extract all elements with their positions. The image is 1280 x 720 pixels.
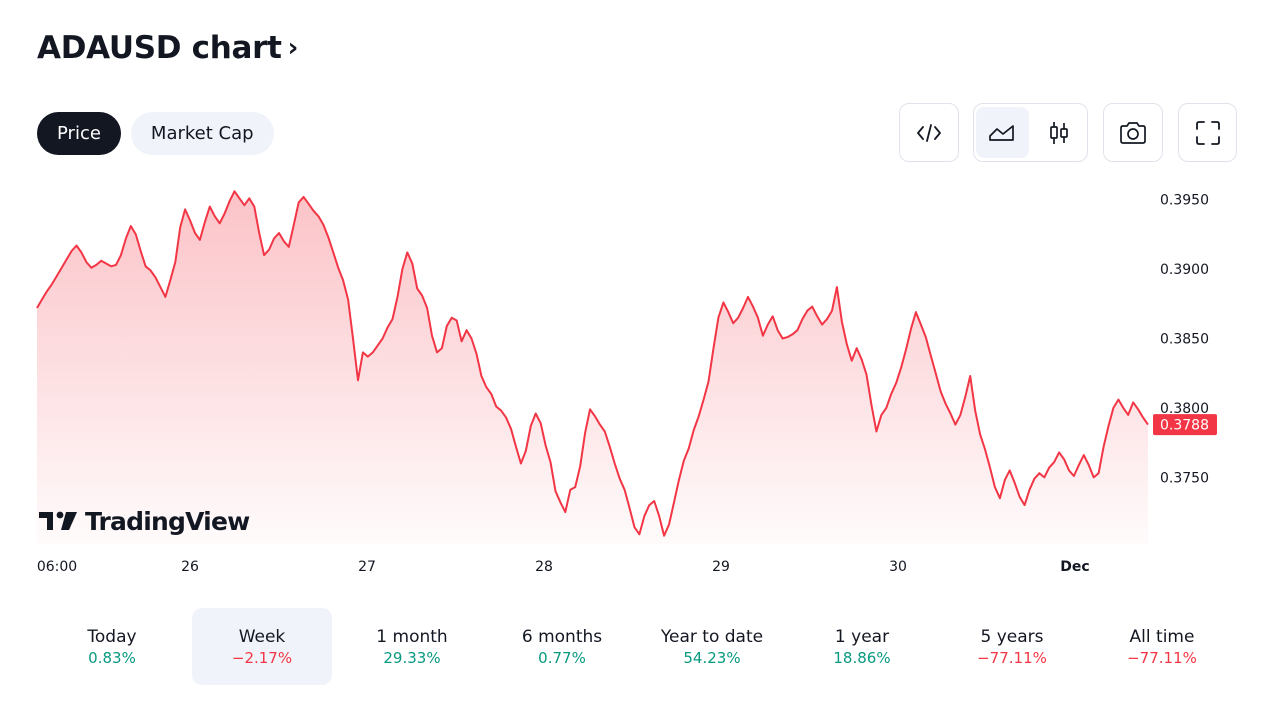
period-label: 6 months xyxy=(521,626,603,647)
last-price-marker: 0.3788 xyxy=(1153,414,1217,436)
candlestick-icon xyxy=(1049,121,1068,144)
x-axis: 06:00 26 27 28 29 30 Dec xyxy=(37,559,1090,575)
period-week[interactable]: Week −2.17% xyxy=(192,608,332,685)
period-label: 1 year xyxy=(834,626,890,647)
period-change: 0.77% xyxy=(538,648,586,667)
x-tick-label: 27 xyxy=(358,559,376,575)
period-6-months[interactable]: 6 months 0.77% xyxy=(492,608,632,685)
x-tick-label: Dec xyxy=(1060,559,1089,575)
period-label: All time xyxy=(1129,626,1195,647)
period-1-year[interactable]: 1 year 18.86% xyxy=(792,608,932,685)
period-all-time[interactable]: All time −77.11% xyxy=(1092,608,1232,685)
tab-price[interactable]: Price xyxy=(37,112,121,155)
period-change: 0.83% xyxy=(88,648,136,667)
snapshot-button[interactable] xyxy=(1103,103,1163,162)
y-axis: 0.3950 0.3900 0.3850 0.3800 0.3750 xyxy=(1160,193,1209,487)
period-change: 29.33% xyxy=(383,648,441,667)
period-label: Year to date xyxy=(660,626,764,647)
y-tick-label: 0.3750 xyxy=(1160,470,1209,486)
camera-icon xyxy=(1120,121,1146,144)
y-tick-label: 0.3850 xyxy=(1160,332,1209,348)
price-chart[interactable]: 0.3950 0.3900 0.3850 0.3800 0.3750 06:00 26 27… xyxy=(0,0,1280,600)
period-year-to-date[interactable]: Year to date 54.23% xyxy=(642,608,782,685)
period-performance-row: Today 0.83% Week −2.17% 1 month 29.33% 6… xyxy=(0,608,1280,685)
code-icon xyxy=(917,123,941,142)
chart-style-switch xyxy=(973,103,1088,162)
period-label: Today xyxy=(87,626,137,647)
period-label: Week xyxy=(238,626,286,647)
chart-mode-tabs: Price Market Cap xyxy=(37,112,274,155)
y-tick-label: 0.3950 xyxy=(1160,193,1209,209)
last-price-badge xyxy=(1153,414,1217,436)
x-tick-label: 06:00 xyxy=(37,559,77,575)
tab-market-cap[interactable]: Market Cap xyxy=(130,112,274,155)
period-today[interactable]: Today 0.83% xyxy=(42,608,182,685)
fullscreen-button[interactable] xyxy=(1178,103,1237,162)
period-1-month[interactable]: 1 month 29.33% xyxy=(342,608,482,685)
y-tick-label: 0.3900 xyxy=(1160,262,1209,278)
period-change: −2.17% xyxy=(231,648,293,667)
chevron-right-icon: › xyxy=(287,33,299,63)
x-tick-label: 29 xyxy=(712,559,730,575)
watermark-text: TradingView xyxy=(85,507,250,536)
area-chart-icon xyxy=(989,124,1015,141)
period-change: 18.86% xyxy=(833,648,891,667)
fullscreen-icon xyxy=(1195,120,1220,145)
price-line xyxy=(36,190,1149,537)
candles-button[interactable] xyxy=(1033,107,1086,158)
last-price-label: 0.3788 xyxy=(1160,418,1209,434)
x-tick-label: 28 xyxy=(535,559,553,575)
period-change: 54.23% xyxy=(683,648,741,667)
x-tick-label: 30 xyxy=(889,559,907,575)
chart-title-link[interactable]: ADAUSD chart › xyxy=(37,30,298,66)
period-change: −77.11% xyxy=(1127,648,1197,667)
tradingview-logo xyxy=(39,511,77,530)
y-tick-label: 0.3800 xyxy=(1160,401,1209,417)
chart-title: ADAUSD chart xyxy=(37,30,282,66)
area-chart-button[interactable] xyxy=(976,107,1029,158)
period-label: 1 month xyxy=(376,626,448,647)
period-5-years[interactable]: 5 years −77.11% xyxy=(942,608,1082,685)
period-label: 5 years xyxy=(980,626,1044,647)
period-change: −77.11% xyxy=(977,648,1047,667)
embed-button[interactable] xyxy=(899,103,959,162)
x-tick-label: 26 xyxy=(181,559,199,575)
price-area-fill xyxy=(37,191,1148,545)
